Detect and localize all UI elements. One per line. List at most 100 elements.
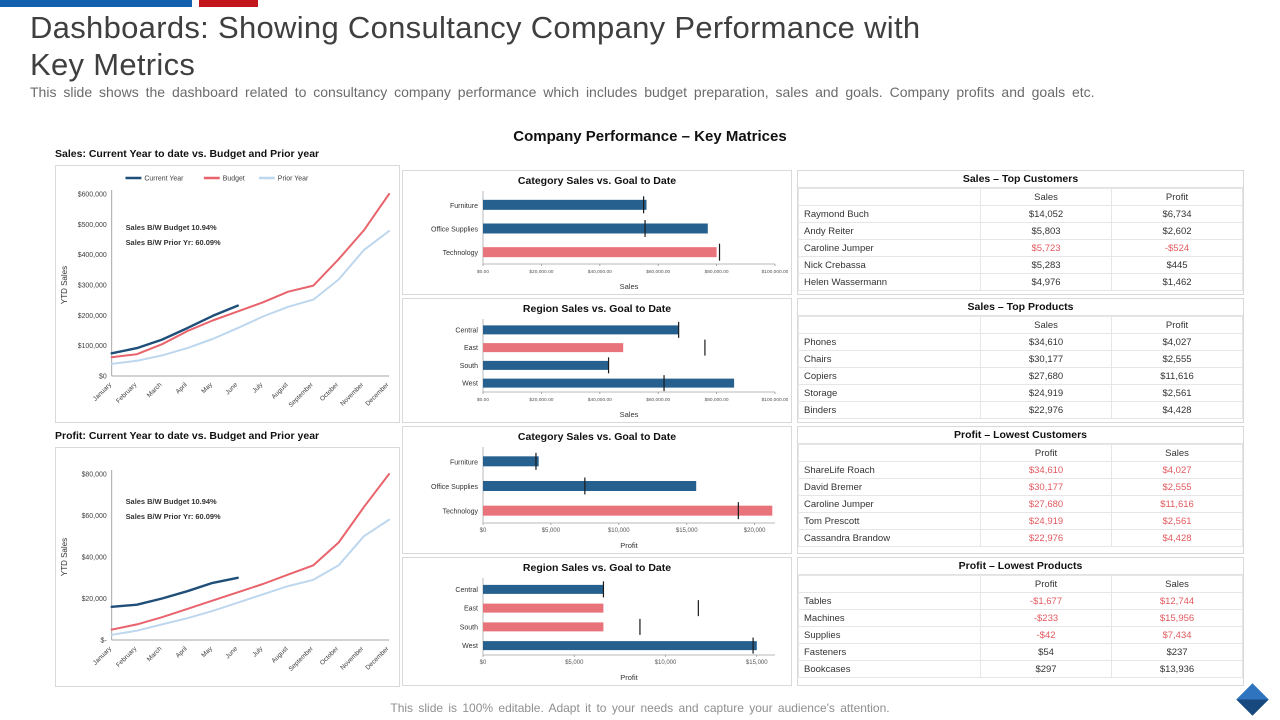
y-tick-label: $60,000 xyxy=(82,513,107,520)
table-panel-0: Sales – Top Customers Sales Profit Raymond … xyxy=(797,170,1244,295)
x-tick-label: November xyxy=(339,645,366,672)
row-value: $4,976 xyxy=(980,273,1113,291)
row-value: $2,602 xyxy=(1111,222,1243,240)
x-tick-label: $100,000.00 xyxy=(762,269,789,275)
row-value: $11,616 xyxy=(1111,367,1243,385)
row-value: $34,610 xyxy=(980,461,1113,479)
row-value: $22,976 xyxy=(980,401,1113,419)
row-name: ShareLife Roach xyxy=(798,461,982,479)
page-title: Dashboards: Showing Consultancy Company … xyxy=(30,9,920,83)
table-row: Tables -$1,677 $12,744 xyxy=(798,592,1243,610)
category-label: Central xyxy=(455,587,478,594)
x-tick-label: December xyxy=(364,381,391,408)
x-tick-label: $100,000.00 xyxy=(762,397,789,403)
row-value: $4,027 xyxy=(1111,461,1243,479)
x-tick-label: $40,000.00 xyxy=(588,269,612,275)
x-tick-label: $80,000.00 xyxy=(705,397,729,403)
row-value: -$1,677 xyxy=(980,592,1113,610)
x-tick-label: June xyxy=(224,381,239,396)
table-row: Caroline Jumper $27,680 $11,616 xyxy=(798,495,1243,513)
category-label: East xyxy=(464,606,478,613)
table-title: Profit – Lowest Customers xyxy=(798,427,1243,444)
page-title-line-1: Dashboards: Showing Consultancy Company … xyxy=(30,10,921,45)
x-tick-label: $15,000 xyxy=(746,660,768,666)
row-name: Raymond Buch xyxy=(798,205,982,223)
bar-east xyxy=(483,343,624,353)
x-tick-label: November xyxy=(339,381,366,408)
table-header: Profit xyxy=(1111,316,1243,334)
row-value: $297 xyxy=(980,660,1113,678)
chart-annotation: Sales B/W Prior Yr: 60.09% xyxy=(126,512,221,521)
category-label: Furniture xyxy=(450,203,478,210)
y-tick-label: $- xyxy=(101,637,108,644)
x-tick-label: March xyxy=(146,381,164,399)
row-name: Bookcases xyxy=(798,660,982,678)
category-label: South xyxy=(460,624,478,631)
table-row: Caroline Jumper $5,723 -$524 xyxy=(798,239,1243,257)
y-tick-label: $400,000 xyxy=(78,252,107,259)
category-label: Technology xyxy=(443,509,479,516)
x-tick-label: September xyxy=(288,381,316,409)
table-header: Sales xyxy=(1111,444,1243,462)
footer-note: This slide is 100% editable. Adapt it to… xyxy=(390,701,890,715)
chart-title: Region Sales vs. Goal to Date xyxy=(523,562,671,574)
line-series-1 xyxy=(110,193,391,359)
region-sales-bar-svg: Region Sales vs. Goal to Date $0.00 $20,00… xyxy=(455,303,789,419)
row-value: $2,561 xyxy=(1111,512,1243,530)
sales-line-chart-title: Sales: Current Year to date vs. Budget a… xyxy=(55,148,320,160)
bar-charts-column: Category Sales vs. Goal to Date $0.00 $20,… xyxy=(402,170,792,689)
table-header: Sales xyxy=(980,316,1113,334)
row-value: $4,027 xyxy=(1111,333,1243,351)
region-sales-bar-panel: Region Sales vs. Goal to Date $0.00 $20,00… xyxy=(402,298,792,423)
bar-south xyxy=(483,622,604,632)
chart-annotation: Sales B/W Budget 10.94% xyxy=(126,223,217,232)
bar-east xyxy=(483,603,604,613)
line-series-0 xyxy=(110,304,239,355)
legend-label: Prior Year xyxy=(278,175,309,182)
x-tick-label: $0.00 xyxy=(477,397,489,403)
table-row: Copiers $27,680 $11,616 xyxy=(798,367,1243,385)
table-row: Tom Prescott $24,919 $2,561 xyxy=(798,512,1243,530)
x-tick-label: $0 xyxy=(480,660,487,666)
x-tick-label: May xyxy=(200,645,214,659)
row-value: $13,936 xyxy=(1111,660,1243,678)
table-row: Supplies -$42 $7,434 xyxy=(798,626,1243,644)
profit-line-chart: $- $20,000 $40,000 $60,000 $80,000 January Feb… xyxy=(55,447,400,687)
x-tick-label: September xyxy=(288,645,316,673)
x-axis-title: Profit xyxy=(620,673,638,682)
row-value: $24,919 xyxy=(980,384,1113,402)
table-header: Sales xyxy=(980,188,1113,206)
x-tick-label: February xyxy=(115,381,139,405)
x-tick-label: $10,000 xyxy=(608,528,630,534)
x-axis-title: Profit xyxy=(620,541,638,550)
table-row: Nick Crebassa $5,283 $445 xyxy=(798,256,1243,274)
x-tick-label: August xyxy=(270,381,289,400)
table-row: Andy Reiter $5,803 $2,602 xyxy=(798,222,1243,240)
x-tick-label: August xyxy=(270,645,289,664)
accent-bar-red xyxy=(199,0,258,7)
x-tick-label: $20,000.00 xyxy=(529,397,553,403)
row-value: $24,919 xyxy=(980,512,1113,530)
table-row: David Bremer $30,177 $2,555 xyxy=(798,478,1243,496)
x-tick-label: $80,000.00 xyxy=(705,269,729,275)
category-label: Central xyxy=(455,327,478,334)
x-tick-label: July xyxy=(251,381,265,395)
row-name: Caroline Jumper xyxy=(798,495,982,513)
row-value: $445 xyxy=(1111,256,1243,274)
row-value: $2,555 xyxy=(1111,478,1243,496)
row-value: $14,052 xyxy=(980,205,1113,223)
bar-office-supplies xyxy=(483,223,708,234)
x-axis-title: Sales xyxy=(620,410,639,419)
row-name: Storage xyxy=(798,384,982,402)
row-name: Tables xyxy=(798,592,982,610)
x-tick-label: $60,000.00 xyxy=(646,269,670,275)
category-profit-bar-svg: Category Sales vs. Goal to Date $0 $5,000 $… xyxy=(431,431,775,550)
x-tick-label: $5,000 xyxy=(565,660,584,666)
page-title-line-2: Key Metrics xyxy=(30,47,196,82)
x-tick-label: February xyxy=(115,645,139,669)
table-row: Storage $24,919 $2,561 xyxy=(798,384,1243,402)
y-tick-label: $0 xyxy=(99,373,107,380)
x-tick-label: October xyxy=(319,381,341,403)
x-tick-label: January xyxy=(92,645,114,667)
row-value: $5,723 xyxy=(980,239,1113,257)
